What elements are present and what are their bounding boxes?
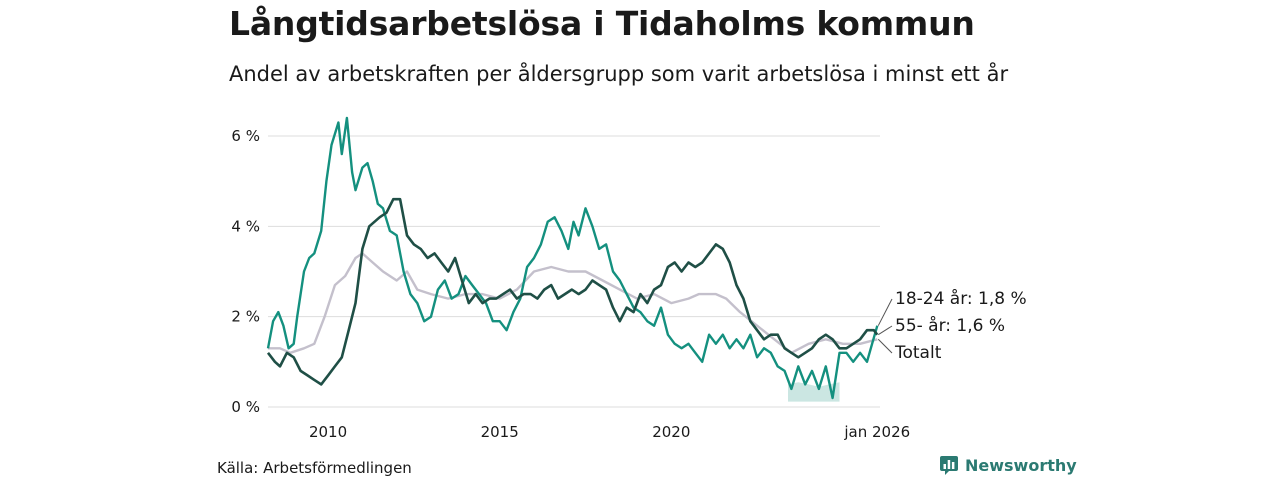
chart-subtitle: Andel av arbetskraften per åldersgrupp s… [229,62,1009,86]
end-label: 18-24 år: 1,8 % [895,288,1027,309]
y-tick-label: 4 % [231,217,260,235]
chart-title: Långtidsarbetslösa i Tidaholms kommun [229,4,975,43]
x-axis: 2010 2015 2020 jan 2026 [309,423,910,441]
y-axis: 0 % 2 % 4 % 6 % [231,127,260,416]
bar-chart-icon [940,456,958,475]
leader-line [877,298,893,326]
series-line-age-55 [266,197,879,386]
band-layer [788,382,840,402]
end-label: 55- år: 1,6 % [895,315,1005,336]
y-tick-label: 0 % [231,398,260,416]
uncertainty-band [788,382,840,402]
x-tick-label: 2015 [481,423,519,441]
brand-name: Newsworthy [965,455,1077,475]
series-line-total [268,252,878,354]
end-label: Totalt [894,343,942,363]
source-note: Källa: Arbetsförmedlingen [217,459,412,477]
leader-line [877,338,893,354]
brand-logo[interactable]: Newsworthy [939,455,1077,475]
series-layer [266,116,879,400]
y-tick-label: 6 % [231,127,260,145]
series-line-age-18-24 [266,116,879,400]
x-tick-label: 2020 [652,423,690,441]
x-tick-label: jan 2026 [843,423,910,441]
y-tick-label: 2 % [231,308,260,326]
leader-line [877,325,893,336]
end-labels: 18-24 år: 1,8 % 55- år: 1,6 % Totalt [877,288,1027,363]
x-tick-label: 2010 [309,423,347,441]
